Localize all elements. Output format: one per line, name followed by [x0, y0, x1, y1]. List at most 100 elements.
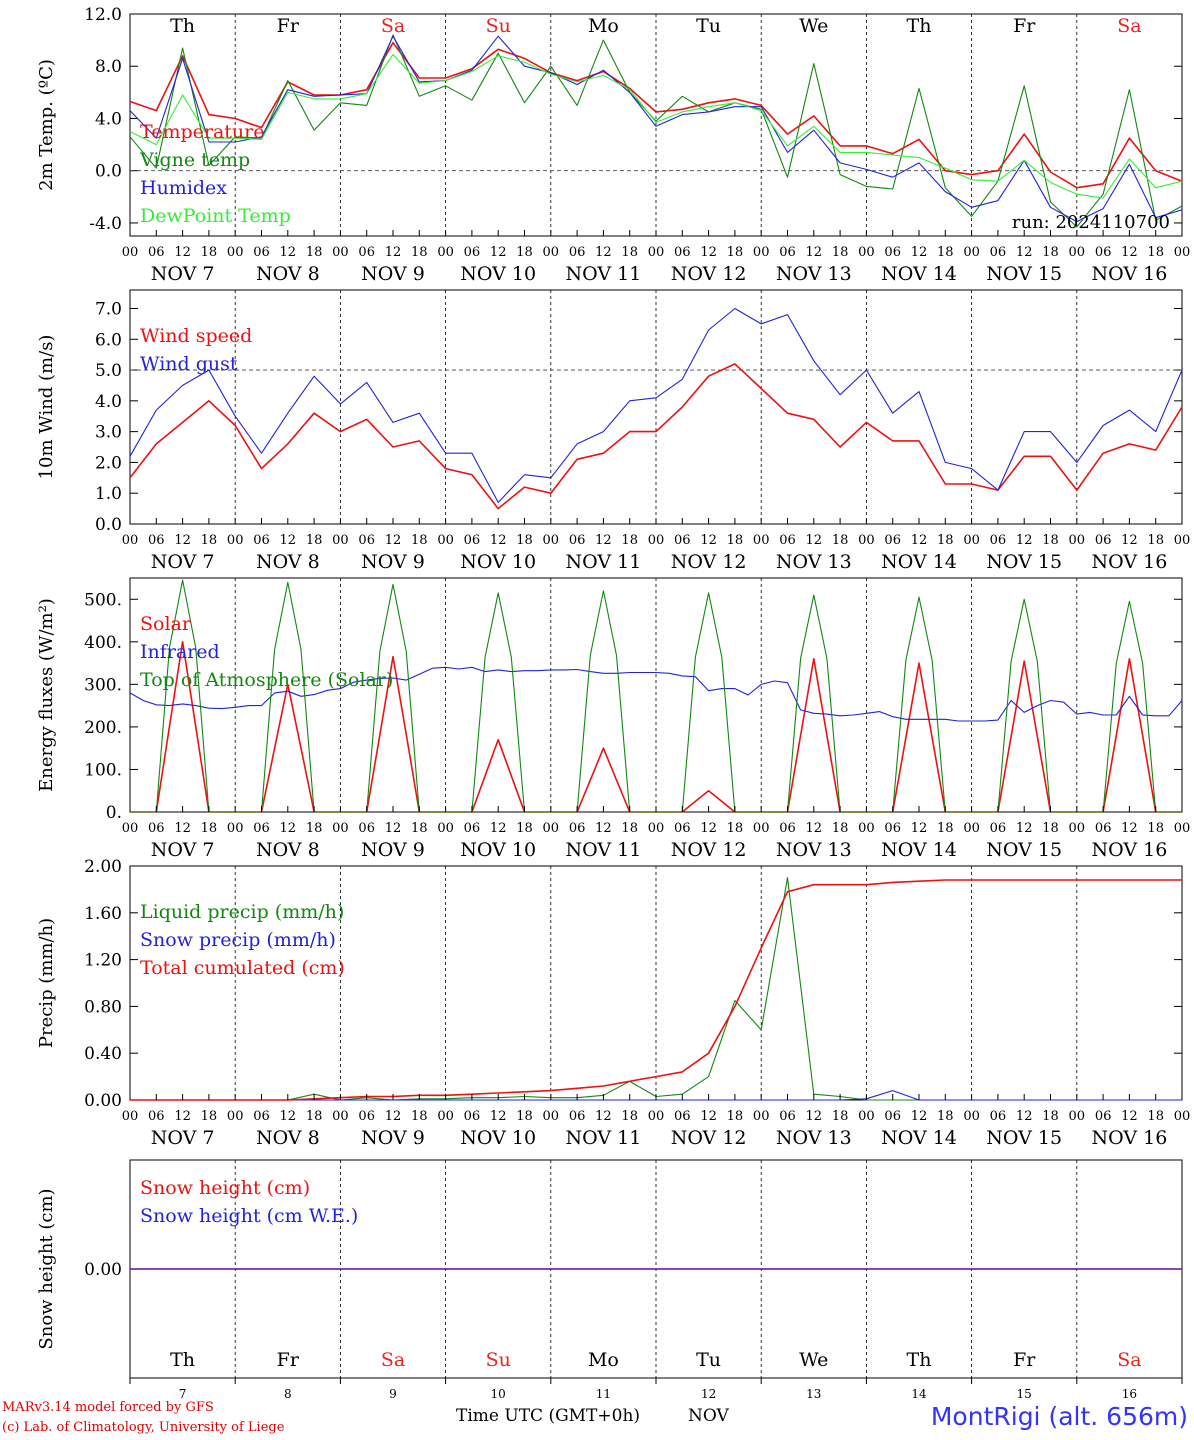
y-tick-label: 7.0 — [95, 299, 122, 319]
x-tick-label: 18 — [621, 245, 638, 260]
weekday-label: Sa — [381, 1349, 405, 1371]
x-tick-label: 12 — [174, 533, 191, 548]
x-tick-label: 00 — [332, 1109, 349, 1124]
x-tick-label: 18 — [1147, 821, 1164, 836]
date-label: NOV 12 — [671, 1127, 747, 1149]
x-tick-label: 18 — [832, 533, 849, 548]
x-tick-label: 18 — [1042, 245, 1059, 260]
day-number-label: 12 — [701, 1387, 716, 1401]
x-tick-label: 06 — [358, 245, 375, 260]
x-tick-label: 12 — [700, 1109, 717, 1124]
x-tick-label: 18 — [1042, 821, 1059, 836]
x-tick-label: 06 — [990, 821, 1007, 836]
x-tick-label: 00 — [858, 533, 875, 548]
day-number-label: 8 — [284, 1387, 292, 1401]
x-tick-label: 12 — [174, 1109, 191, 1124]
y-tick-label: 0.00 — [84, 1091, 122, 1111]
x-tick-label: 06 — [990, 533, 1007, 548]
day-number-label: 9 — [389, 1387, 397, 1401]
x-tick-label: 12 — [174, 245, 191, 260]
x-tick-label: 12 — [385, 533, 402, 548]
legend-entry: Temperature — [140, 121, 264, 143]
date-label: NOV 10 — [460, 551, 536, 573]
y-tick-label: -4.0 — [89, 214, 122, 234]
x-tick-label: 18 — [832, 821, 849, 836]
x-tick-label: 06 — [569, 1109, 586, 1124]
x-tick-label: 06 — [674, 533, 691, 548]
x-tick-label: 06 — [358, 533, 375, 548]
x-tick-label: 12 — [1016, 821, 1033, 836]
x-tick-label: 12 — [700, 245, 717, 260]
x-tick-label: 00 — [858, 821, 875, 836]
x-tick-label: 18 — [937, 821, 954, 836]
y-tick-label: 0.80 — [84, 997, 122, 1017]
x-tick-label: 00 — [963, 1109, 980, 1124]
weekday-label: Fr — [277, 15, 300, 37]
y-tick-label: 100. — [84, 760, 122, 780]
x-tick-label: 12 — [490, 533, 507, 548]
x-tick-label: 00 — [543, 245, 560, 260]
weekday-label: Su — [486, 1349, 511, 1371]
weekday-label: Mo — [588, 1349, 619, 1371]
x-tick-label: 12 — [1121, 245, 1138, 260]
date-label: NOV 14 — [881, 551, 957, 573]
y-tick-label: 1.20 — [84, 951, 122, 971]
weekday-label: Su — [486, 15, 511, 37]
y-tick-label: 0.0 — [95, 162, 122, 182]
y-tick-label: 400. — [84, 633, 122, 653]
x-tick-label: 00 — [1069, 1109, 1086, 1124]
x-tick-label: 00 — [1069, 245, 1086, 260]
date-label: NOV 13 — [776, 551, 852, 573]
x-tick-label: 12 — [595, 1109, 612, 1124]
x-tick-label: 18 — [516, 533, 533, 548]
x-tick-label: 06 — [674, 821, 691, 836]
day-number-label: 10 — [491, 1387, 506, 1401]
date-label: NOV 9 — [361, 839, 425, 861]
x-tick-label: 18 — [937, 533, 954, 548]
y-tick-label: 0. — [106, 803, 122, 823]
date-label: NOV 9 — [361, 551, 425, 573]
series-line-red — [130, 879, 1182, 1101]
x-tick-label: 18 — [1042, 1109, 1059, 1124]
x-tick-label: 12 — [385, 1109, 402, 1124]
y-tick-label: 12.0 — [84, 5, 122, 25]
x-tick-label: 06 — [779, 821, 796, 836]
x-tick-label: 18 — [516, 1109, 533, 1124]
x-tick-label: 00 — [753, 821, 770, 836]
x-tick-label: 12 — [385, 821, 402, 836]
x-tick-label: 18 — [306, 533, 323, 548]
x-tick-label: 12 — [911, 821, 928, 836]
copyright-credit: (c) Lab. of Climatology, University of L… — [2, 1420, 285, 1435]
x-tick-label: 06 — [674, 1109, 691, 1124]
x-tick-label: 06 — [464, 1109, 481, 1124]
x-tick-label: 00 — [858, 245, 875, 260]
date-label: NOV 15 — [986, 839, 1062, 861]
x-tick-label: 00 — [122, 1109, 139, 1124]
x-tick-label: 18 — [306, 245, 323, 260]
weekday-label: Fr — [1013, 1349, 1036, 1371]
x-tick-label: 00 — [753, 533, 770, 548]
x-tick-label: 00 — [122, 245, 139, 260]
x-tick-label: 06 — [779, 533, 796, 548]
weekday-label: We — [799, 15, 828, 37]
x-tick-label: 00 — [227, 533, 244, 548]
legend-entry: Snow precip (mm/h) — [140, 929, 336, 951]
x-tick-label: 06 — [358, 1109, 375, 1124]
x-tick-label: 06 — [569, 245, 586, 260]
x-tick-label: 12 — [490, 821, 507, 836]
date-label: NOV 13 — [776, 263, 852, 285]
x-tick-label: 18 — [516, 245, 533, 260]
x-tick-label: 06 — [253, 533, 270, 548]
date-label: NOV 9 — [361, 1127, 425, 1149]
x-tick-label: 06 — [884, 245, 901, 260]
date-label: NOV 12 — [671, 551, 747, 573]
weekday-label: Th — [907, 1349, 932, 1371]
x-tick-label: 18 — [1147, 245, 1164, 260]
y-tick-label: 0.0 — [95, 515, 122, 535]
x-tick-label: 00 — [543, 533, 560, 548]
date-label: NOV 15 — [986, 551, 1062, 573]
weekday-label: Tu — [696, 1349, 721, 1371]
legend-entry: Total cumulated (cm) — [140, 957, 345, 979]
y-tick-label: 500. — [84, 590, 122, 610]
